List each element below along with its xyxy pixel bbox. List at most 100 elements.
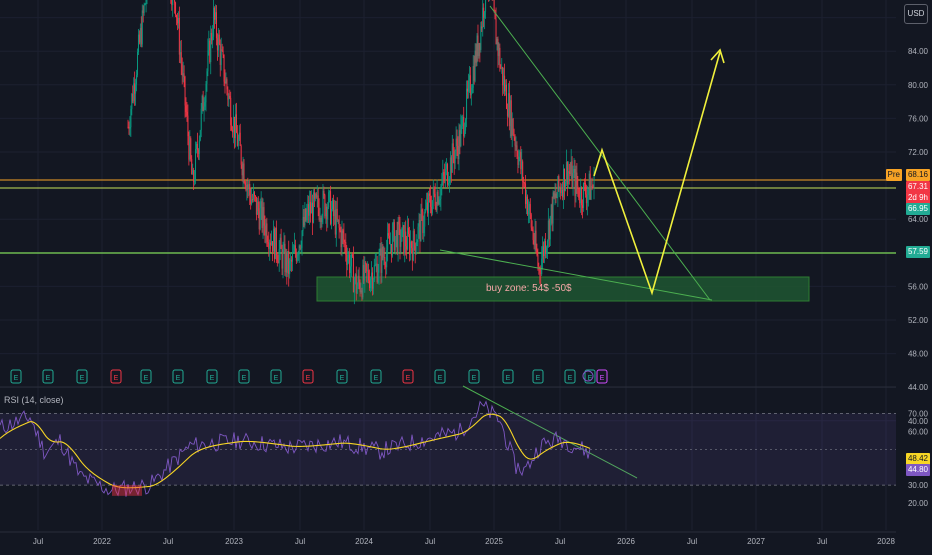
candle-body — [276, 228, 277, 256]
candle-body — [559, 188, 560, 189]
candle-body — [320, 218, 321, 220]
candle-body — [136, 75, 137, 84]
candle-body — [571, 161, 572, 174]
candle-body — [578, 188, 579, 198]
candle-body — [261, 201, 262, 208]
candle-body — [233, 117, 234, 132]
candle-body — [296, 253, 297, 261]
candle-body — [274, 229, 275, 259]
candle-body — [527, 197, 528, 215]
candle-body — [226, 79, 227, 89]
candle-body — [302, 231, 303, 248]
time-axis-tick: 2026 — [617, 537, 635, 546]
candle-body — [399, 222, 400, 225]
candle-body — [249, 184, 250, 195]
candle-body — [564, 169, 565, 191]
candle-body — [391, 244, 392, 255]
candle-body — [365, 262, 366, 264]
candle-body — [333, 200, 334, 216]
candle-body — [278, 261, 279, 264]
candle-body — [453, 143, 454, 156]
candle-body — [367, 270, 368, 271]
candle-body — [330, 191, 331, 224]
candle-body — [272, 241, 273, 252]
candle-body — [288, 251, 289, 274]
candle-body — [327, 207, 328, 219]
candle-body — [567, 162, 568, 184]
candle-body — [464, 131, 465, 137]
candle-body — [199, 141, 200, 154]
candle-body — [403, 225, 404, 253]
candle-body — [397, 230, 398, 252]
candle-body — [425, 209, 426, 212]
candle-body — [553, 192, 554, 223]
time-axis-tick: 2027 — [747, 537, 765, 546]
candle-body — [273, 229, 274, 252]
candle-body — [385, 265, 386, 267]
candle-body — [172, 0, 173, 5]
candle-body — [142, 10, 143, 44]
candle-body — [438, 200, 439, 204]
candle-body — [258, 202, 259, 212]
candle-body — [133, 83, 134, 101]
candle-body — [436, 206, 437, 210]
candle-body — [498, 48, 499, 56]
candle-body — [301, 248, 302, 249]
candle-body — [541, 259, 542, 274]
candle-body — [442, 172, 443, 183]
candle-body — [477, 36, 478, 57]
rsi-axis-tick: 60.00 — [908, 427, 929, 436]
candle-body — [470, 75, 471, 95]
candle-body — [478, 43, 479, 56]
earnings-marker-label: E — [46, 375, 51, 382]
candle-body — [445, 169, 446, 179]
candle-body — [450, 157, 451, 178]
candle-body — [369, 281, 370, 289]
currency-button[interactable]: USD — [904, 4, 928, 24]
candle-body — [584, 183, 585, 184]
candle-body — [228, 96, 229, 100]
candle-body — [591, 186, 592, 199]
candle-body — [289, 261, 290, 274]
candle-body — [473, 66, 474, 88]
candle-body — [264, 226, 265, 236]
candle-body — [314, 192, 315, 198]
earnings-marker-label: E — [374, 375, 379, 382]
candle-body — [248, 184, 249, 187]
candle-body — [451, 157, 452, 172]
candle-body — [326, 207, 327, 220]
candle-body — [269, 243, 270, 249]
candle-body — [533, 230, 534, 241]
candle-body — [526, 197, 527, 204]
candle-body — [387, 233, 388, 250]
candle-body — [338, 220, 339, 221]
candle-body — [134, 83, 135, 93]
time-axis-tick: Jul — [33, 537, 43, 546]
candle-body — [550, 216, 551, 239]
candle-body — [481, 26, 482, 28]
time-axis-tick: 2022 — [93, 537, 111, 546]
candle-body — [372, 273, 373, 289]
candle-body — [581, 189, 582, 206]
candle-body — [192, 170, 193, 174]
candle-body — [426, 203, 427, 209]
candle-body — [561, 190, 562, 194]
candle-body — [580, 189, 581, 204]
candle-body — [325, 207, 326, 217]
candle-body — [337, 209, 338, 220]
candle-body — [469, 75, 470, 80]
earnings-marker-label: E — [144, 375, 149, 382]
candle-body — [182, 64, 183, 76]
candle-body — [295, 245, 296, 253]
rsi-indicator-title[interactable]: RSI (14, close) — [4, 395, 64, 405]
candle-body — [348, 254, 349, 258]
pre-market-price-label: 68.16 — [906, 169, 930, 181]
candle-body — [476, 51, 477, 63]
candle-body — [508, 93, 509, 116]
candle-body — [143, 10, 144, 13]
candle-body — [174, 0, 175, 2]
candle-body — [331, 209, 332, 224]
candle-body — [568, 171, 569, 184]
